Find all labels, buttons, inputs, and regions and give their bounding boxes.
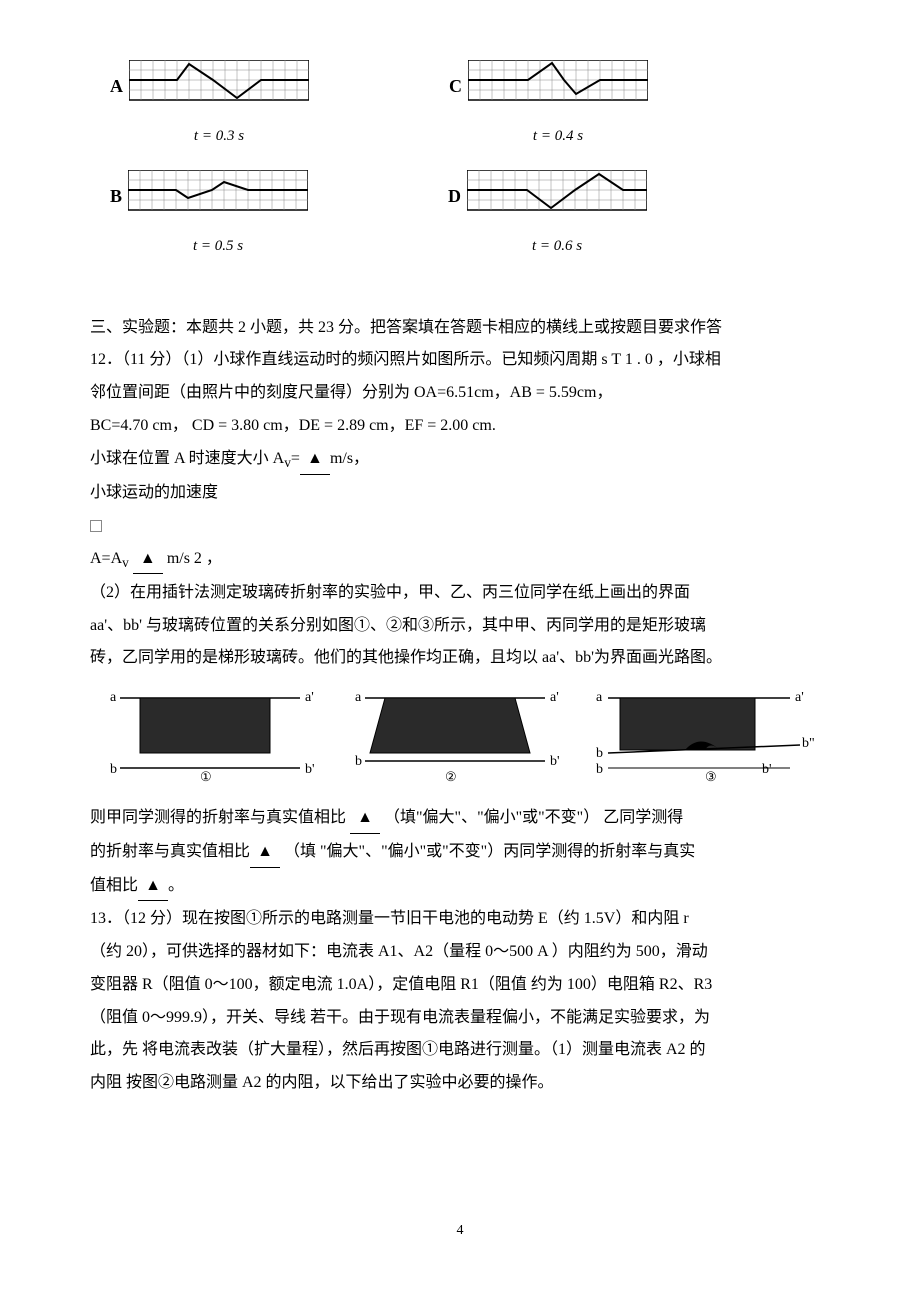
triangle-2: ▲ [140, 545, 156, 574]
q12-line4a: 小球在位置 A 时速度大小 A [90, 450, 284, 467]
triangle-3: ▲ [357, 804, 373, 833]
q12-result-l1a: 则甲同学测得的折射率与真实值相比 [90, 809, 350, 826]
glass3-bpp: b" [802, 736, 815, 751]
q12-line6b: m/s 2 ， [167, 550, 222, 567]
q12-line2: 邻位置间距（由照片中的刻度尺量得）分别为 OA=6.51cm，AB = 5.59… [90, 379, 830, 408]
glass1-a: a [110, 690, 117, 705]
glass2-a: a [355, 690, 362, 705]
q12-result-l1: 则甲同学测得的折射率与真实值相比 ▲ （填"偏大"、"偏小"或"不变"） 乙同学… [90, 804, 830, 834]
wave-item-a: A t = 0.3 s [110, 60, 309, 150]
glass-row: a a' b b' ① a a' b b' ② a a' b [90, 683, 830, 794]
q12-line5: 小球运动的加速度 [90, 479, 830, 508]
q12-line1: 12．（11 分）（1）小球作直线运动时的频闪照片如图所示。已知频闪周期 s T… [90, 346, 830, 375]
triangle-5: ▲ [145, 872, 161, 901]
glass3-num: ③ [705, 769, 717, 783]
wave-caption-b: t = 0.5 s [128, 233, 308, 260]
wave-label-b: B [110, 180, 122, 212]
q13-l4: （阻值 0～999.9），开关、导线 若干。由于现有电流表量程偏小，不能满足实验… [90, 1004, 830, 1033]
section3-heading: 三、实验题：本题共 2 小题，共 23 分。把答案填在答题卡相应的横线上或按题目… [90, 314, 830, 343]
q13-l5: 此，先 将电流表改装（扩大量程），然后再按图①电路进行测量。（1）测量电流表 A… [90, 1036, 830, 1065]
triangle-1: ▲ [307, 445, 323, 474]
q13-l3: 变阻器 R（阻值 0～100，额定电流 1.0A），定值电阻 R1（阻值 约为 … [90, 971, 830, 1000]
glass-fig2: a a' b b' ② [345, 683, 565, 794]
wave-row-1: A t = 0.3 s C t = 0 [90, 60, 830, 150]
wave-svg-c [468, 60, 648, 110]
glass3-ap: a' [795, 690, 804, 705]
q12-line4: 小球在位置 A 时速度大小 Av= ▲ m/s， [90, 445, 830, 475]
wave-svg-a [129, 60, 309, 110]
page-number: 4 [90, 1218, 830, 1243]
wave-caption-d: t = 0.6 s [467, 233, 647, 260]
glass1-b: b [110, 762, 117, 777]
wave-label-d: D [448, 180, 461, 212]
wave-box-b: t = 0.5 s [128, 170, 308, 260]
q12-result-l2a: 的折射率与真实值相比 [90, 843, 250, 860]
q12-result-l1b: （填"偏大"、"偏小"或"不变"） 乙同学测得 [384, 809, 683, 826]
blank-1: ▲ [300, 445, 330, 475]
wave-item-d: D t = 0.6 s [448, 170, 647, 260]
wave-box-d: t = 0.6 s [467, 170, 647, 260]
sub-v-1: v [284, 455, 291, 470]
q12-line6a: A=A [90, 550, 122, 567]
q12-result-l3a: 值相比 [90, 877, 138, 894]
wave-label-c: C [449, 70, 462, 102]
glass2-ap: a' [550, 690, 559, 705]
blank-5: ▲ [138, 872, 168, 902]
glass1-num: ① [200, 769, 212, 783]
glass2-num: ② [445, 769, 457, 783]
small-box-line [90, 512, 830, 541]
glass1-ap: a' [305, 690, 314, 705]
wave-item-b: B t = 0.5 s [110, 170, 308, 260]
q12-result-l2b: （填 "偏大"、"偏小"或"不变"）丙同学测得的折射率与真实 [284, 843, 695, 860]
wave-box-a: t = 0.3 s [129, 60, 309, 150]
wave-svg-b [128, 170, 308, 220]
glass-svg-1: a a' b b' ① [100, 683, 320, 783]
q12-line3: BC=4.70 cm， CD = 3.80 cm，DE = 2.89 cm，EF… [90, 412, 830, 441]
wave-row-2: B t = 0.5 s D t = 0 [90, 170, 830, 260]
blank-2: ▲ [133, 545, 163, 575]
wave-label-a: A [110, 70, 123, 102]
glass3-b2: b [596, 762, 603, 777]
glass3-a: a [596, 690, 603, 705]
wave-item-c: C t = 0.4 s [449, 60, 648, 150]
q13-l2: （约 20），可供选择的器材如下：电流表 A1、A2（量程 0～500 A ）内… [90, 938, 830, 967]
q12-line4b: = [291, 450, 300, 467]
glass-svg-3: a a' b b" b b' ③ [590, 683, 820, 783]
q13-l1: 13．（12 分）现在按图①所示的电路测量一节旧干电池的电动势 E（约 1.5V… [90, 905, 830, 934]
q13-l6: 内阻 按图②电路测量 A2 的内阻，以下给出了实验中必要的操作。 [90, 1069, 830, 1098]
triangle-4: ▲ [257, 838, 273, 867]
wave-caption-c: t = 0.4 s [468, 123, 648, 150]
q12-part2-l3: 砖，乙同学用的是梯形玻璃砖。他们的其他操作均正确，且均以 aa'、bb'为界面画… [90, 644, 830, 673]
blank-4: ▲ [250, 838, 280, 868]
q12-result-l2: 的折射率与真实值相比 ▲ （填 "偏大"、"偏小"或"不变"）丙同学测得的折射率与… [90, 838, 830, 868]
glass-svg-2: a a' b b' ② [345, 683, 565, 783]
glass2-bp: b' [550, 754, 560, 769]
glass-fig3: a a' b b" b b' ③ [590, 683, 820, 794]
wave-caption-a: t = 0.3 s [129, 123, 309, 150]
small-box-icon [90, 520, 102, 532]
wave-svg-d [467, 170, 647, 220]
q12-result-l3: 值相比 ▲ 。 [90, 872, 830, 902]
q12-line4c: m/s， [330, 450, 369, 467]
glass3-b: b [596, 746, 603, 761]
glass1-bp: b' [305, 762, 315, 777]
q12-part2-l2: aa'、bb' 与玻璃砖位置的关系分别如图①、②和③所示，其中甲、丙同学用的是矩… [90, 612, 830, 641]
q12-result-l3b: 。 [168, 877, 184, 894]
glass-fig1: a a' b b' ① [100, 683, 320, 794]
glass3-bp: b' [762, 762, 772, 777]
blank-3: ▲ [350, 804, 380, 834]
q12-part2-l1: （2）在用插针法测定玻璃砖折射率的实验中，甲、乙、丙三位同学在纸上画出的界面 [90, 579, 830, 608]
q12-line6: A=Av ▲ m/s 2 ， [90, 545, 830, 575]
wave-box-c: t = 0.4 s [468, 60, 648, 150]
glass2-b: b [355, 754, 362, 769]
sub-v-2: v [122, 555, 129, 570]
